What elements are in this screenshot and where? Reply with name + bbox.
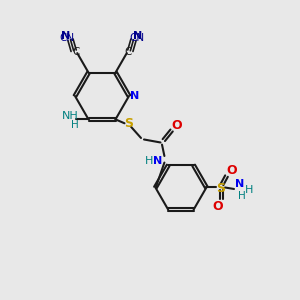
Text: H: H [245, 185, 253, 196]
Text: S: S [124, 117, 133, 130]
Text: CN: CN [130, 32, 145, 43]
Text: C: C [124, 46, 132, 57]
Text: N: N [235, 178, 244, 189]
Text: O: O [172, 119, 182, 132]
Text: N: N [153, 156, 162, 167]
Text: N: N [130, 91, 139, 101]
Text: O: O [212, 200, 223, 214]
Text: S: S [217, 182, 226, 195]
Text: H: H [71, 120, 79, 130]
Text: O: O [226, 164, 237, 177]
Text: N: N [134, 31, 142, 41]
Text: H: H [145, 156, 153, 167]
Text: H: H [238, 190, 246, 201]
Text: NH: NH [61, 111, 78, 121]
Text: CN: CN [59, 32, 74, 43]
Text: C: C [72, 46, 80, 57]
Text: N: N [61, 31, 70, 41]
